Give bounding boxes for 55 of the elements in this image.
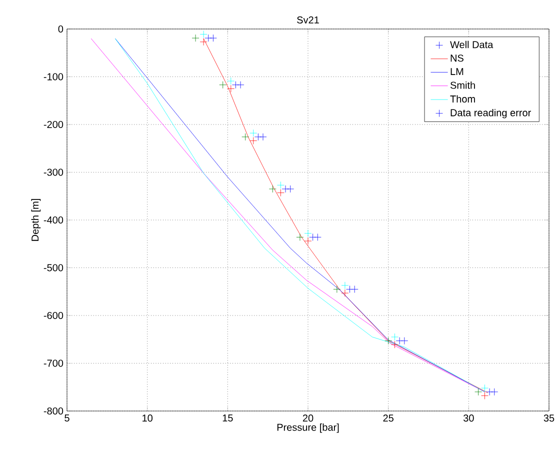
point [250, 137, 258, 144]
point [341, 282, 349, 290]
point [341, 289, 349, 297]
point [227, 77, 235, 85]
point [346, 286, 354, 293]
point [309, 233, 317, 241]
y-tick-label: 0 [58, 25, 64, 33]
point [242, 133, 250, 141]
point [227, 84, 235, 92]
x-tick-label: 20 [302, 414, 314, 422]
point [200, 30, 208, 38]
chart-title: Sv21 [297, 16, 319, 24]
legend-label: Thom [450, 95, 475, 103]
point [481, 392, 488, 400]
point [254, 133, 262, 141]
point [396, 337, 404, 345]
point [200, 38, 208, 46]
legend-label: NS [450, 54, 464, 62]
point [282, 185, 290, 193]
point [296, 233, 304, 241]
point [232, 81, 240, 89]
point [276, 181, 284, 189]
point [219, 81, 227, 89]
x-tick-label: 25 [383, 414, 394, 422]
point [384, 337, 392, 345]
point [304, 237, 312, 245]
point [304, 230, 312, 238]
legend-label: Smith [450, 81, 475, 89]
point [333, 286, 341, 293]
legend-label: Well Data [450, 40, 494, 48]
point [250, 129, 258, 137]
y-tick-label: -600 [44, 312, 64, 320]
y-tick-label: -200 [44, 120, 64, 128]
y-axis-title: Depth [m] [31, 199, 41, 241]
point [391, 333, 398, 341]
x-tick-label: 10 [142, 414, 153, 422]
y-tick-label: -100 [44, 73, 64, 80]
x-tick-label: 35 [544, 414, 554, 422]
y-tick-label: -700 [44, 360, 64, 367]
legend-label: Data reading error [450, 108, 531, 118]
point [204, 34, 212, 42]
y-tick-label: -400 [44, 216, 64, 224]
point [391, 340, 398, 348]
point [192, 34, 200, 42]
legend-label: LM [450, 68, 464, 75]
y-tick-label: -500 [44, 264, 64, 272]
x-tick-label: 30 [463, 414, 474, 422]
y-tick-label: -800 [44, 407, 64, 415]
point [268, 185, 276, 193]
y-tick-label: -300 [44, 168, 64, 176]
x-tick-label: 5 [64, 414, 70, 422]
point [474, 388, 482, 396]
point [276, 189, 284, 196]
x-axis-title: Pressure [bar] [277, 423, 339, 433]
x-tick-label: 15 [222, 414, 233, 422]
